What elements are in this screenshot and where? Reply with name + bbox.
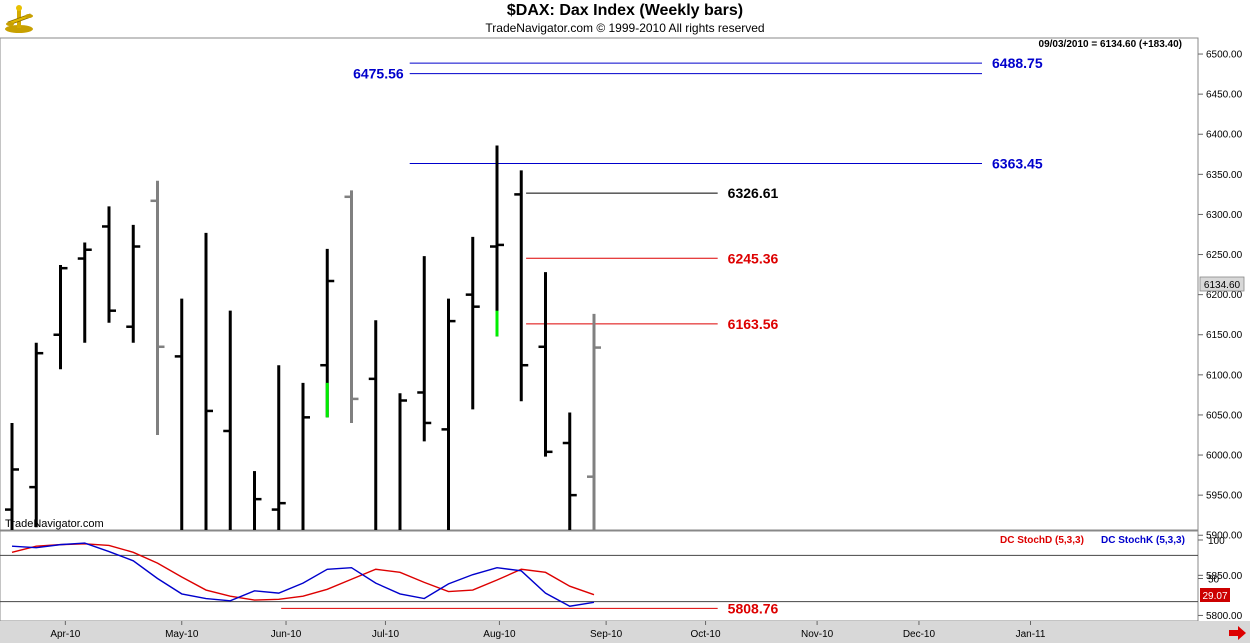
price-tick-label: 6500.00 [1206, 50, 1243, 61]
ohlc-bar [301, 382, 310, 530]
watermark: TradeNavigator.com [5, 518, 104, 530]
ohlc-bar [441, 298, 456, 530]
price-tick-label: 6250.00 [1206, 250, 1243, 261]
price-tick-label: 6200.00 [1206, 290, 1243, 301]
stoch-k-line [11, 542, 595, 607]
copyright-notice: TradeNavigator.com © 1999-2010 All right… [485, 21, 765, 35]
x-tick-label: May-10 [165, 629, 199, 640]
trade-navigator-logo-icon[interactable] [2, 2, 36, 39]
price-levels: 6488.75 6475.56 6363.45 6326.61 6245.36 6163.… [281, 55, 1043, 616]
stoch-d-legend: DC StochD (5,3,3) [1000, 535, 1084, 546]
price-tick-label: 6000.00 [1206, 451, 1243, 462]
price-tick-label: 5900.00 [1206, 531, 1243, 542]
stochastic-lines [0, 542, 1198, 607]
ohlc-bar [271, 365, 286, 530]
stoch-tick-label: 100 [1208, 536, 1225, 547]
time-x-axis: Apr-10 May-10 Jun-10 Jul-10 Aug-10 Sep-10 Oct-… [50, 621, 1046, 640]
level-label: 6326.61 [728, 185, 779, 201]
ohlc-bar [490, 145, 504, 337]
ohlc-bar [538, 272, 553, 457]
ohlc-bar [126, 224, 141, 343]
x-tick-label: Jul-10 [372, 629, 400, 640]
ohlc-bar [465, 236, 480, 410]
level-label: 6163.56 [728, 316, 779, 332]
level-label: 6245.36 [728, 250, 779, 266]
level-label: 5808.76 [728, 600, 779, 616]
ohlc-bar [514, 170, 529, 402]
x-tick-label: Sep-10 [590, 629, 623, 640]
ohlc-bar [368, 320, 378, 530]
last-bar-readout: 09/03/2010 = 6134.60 (+183.40) [1039, 39, 1182, 50]
price-tick-label: 6350.00 [1206, 170, 1243, 181]
ohlc-bars [5, 145, 601, 530]
ohlc-bar [204, 232, 213, 530]
ohlc-bar [344, 190, 359, 423]
ohlc-bar [320, 248, 335, 418]
ohlc-bar [562, 412, 577, 530]
next-page-arrow-icon[interactable] [1229, 626, 1246, 640]
x-tick-label: Jan-11 [1016, 629, 1046, 640]
y-axis-band [1198, 38, 1250, 621]
x-tick-label: Aug-10 [483, 629, 516, 640]
price-tick-label: 6150.00 [1206, 330, 1243, 341]
ohlc-bar [417, 256, 432, 442]
x-tick-label: Nov-10 [801, 629, 834, 640]
price-tick-label: 6450.00 [1206, 90, 1243, 101]
x-tick-label: Jun-10 [271, 629, 302, 640]
stoch-k-legend: DC StochK (5,3,3) [1101, 535, 1185, 546]
ohlc-bar [53, 264, 68, 370]
ohlc-bar [29, 342, 44, 528]
ohlc-bar [77, 242, 92, 343]
level-label: 6363.45 [992, 156, 1043, 172]
price-tick-label: 6300.00 [1206, 210, 1243, 221]
stoch-d-line [11, 543, 595, 601]
last-price-box [1199, 276, 1245, 292]
ohlc-bar [223, 310, 232, 530]
ohlc-bar [587, 313, 601, 530]
x-tick-label: Oct-10 [691, 629, 721, 640]
last-price-label: 6134.60 [1204, 280, 1241, 291]
x-tick-label: Dec-10 [903, 629, 936, 640]
ohlc-bar [174, 298, 184, 530]
price-tick-label: 5800.00 [1206, 611, 1243, 622]
ohlc-bar [150, 180, 165, 435]
stoch-last-label: 29.07 [1202, 591, 1227, 602]
stoch-last-box [1200, 588, 1230, 602]
x-tick-label: Apr-10 [50, 629, 80, 640]
price-tick-label: 5950.00 [1206, 491, 1243, 502]
stochastic-panel[interactable] [0, 530, 1199, 622]
chart-title: $DAX: Dax Index (Weekly bars) [506, 2, 744, 19]
price-tick-label: 6400.00 [1206, 130, 1243, 141]
price-tick-label: 6050.00 [1206, 410, 1243, 421]
level-label: 6475.56 [353, 66, 404, 82]
price-tick-label: 5850.00 [1206, 571, 1243, 582]
x-axis-band [0, 621, 1250, 643]
price-y-axis: 6500.00 6450.00 6400.00 6350.00 6300.00 6250.… [1198, 50, 1243, 622]
stochastic-y-axis: 100 50 [1198, 536, 1225, 586]
ohlc-bar [5, 422, 19, 530]
stoch-tick-label: 50 [1208, 575, 1220, 586]
level-label: 6488.75 [992, 55, 1043, 71]
ohlc-bar [398, 393, 407, 530]
price-panel[interactable] [0, 37, 1199, 531]
ohlc-bar [253, 471, 262, 530]
price-tick-label: 6100.00 [1206, 370, 1243, 381]
ohlc-bar [102, 206, 116, 323]
chart-header: $DAX: Dax Index (Weekly bars) TradeNavig… [0, 0, 1250, 38]
